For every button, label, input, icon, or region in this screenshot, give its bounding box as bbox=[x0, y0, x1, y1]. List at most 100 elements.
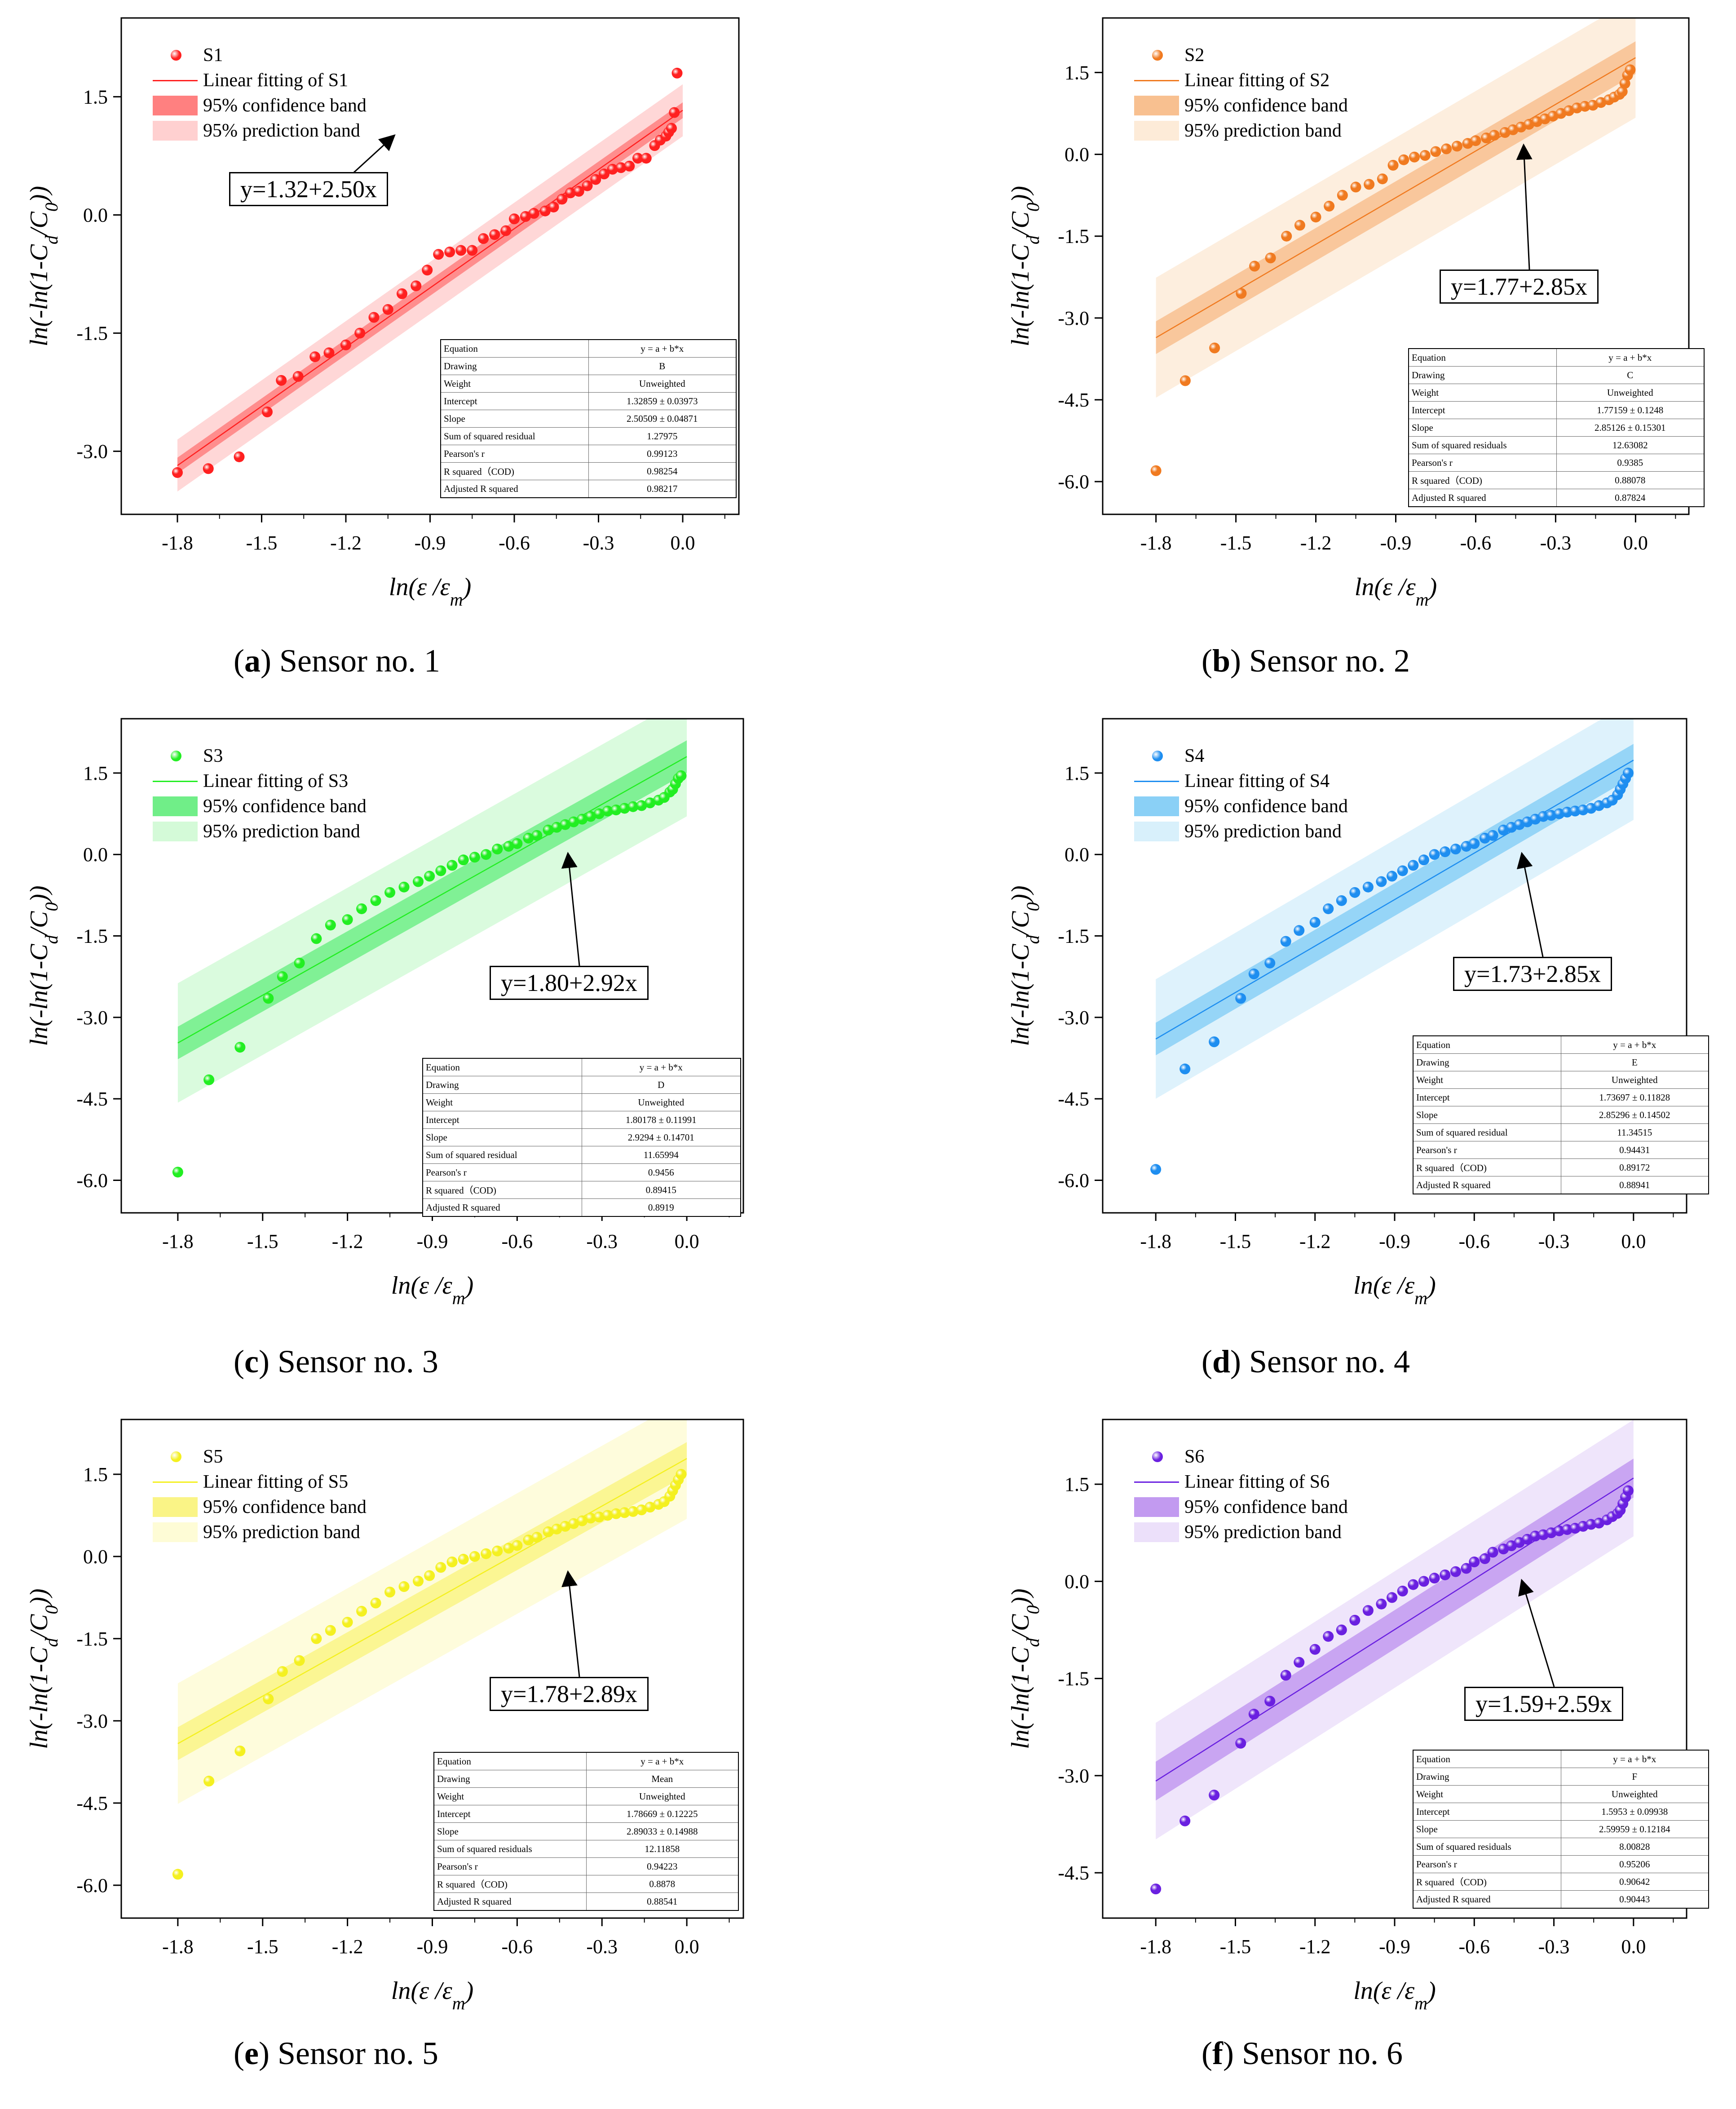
data-point bbox=[234, 1042, 246, 1053]
data-point bbox=[354, 327, 366, 339]
x-tick-label: -0.6 bbox=[1460, 532, 1492, 554]
data-point bbox=[560, 819, 571, 830]
data-point bbox=[492, 844, 503, 855]
stat-value: F bbox=[1560, 1768, 1709, 1786]
data-point bbox=[1397, 1586, 1408, 1597]
data-point bbox=[172, 1869, 183, 1880]
legend-symbol bbox=[153, 93, 198, 118]
x-tick-label: -0.3 bbox=[583, 532, 614, 554]
stat-value: 0.9385 bbox=[1556, 454, 1705, 472]
legend-label: 95% prediction band bbox=[1184, 1522, 1342, 1543]
data-point bbox=[593, 1512, 605, 1523]
stat-value: 0.88941 bbox=[1560, 1176, 1709, 1194]
stat-name: Drawing bbox=[440, 357, 589, 375]
x-axis-title: ln(ε /εm) bbox=[1355, 573, 1437, 610]
fit-line bbox=[177, 756, 687, 1043]
y-tick-label: -1.5 bbox=[1058, 1668, 1089, 1690]
equation-label: y=1.59+2.59x bbox=[1464, 1687, 1623, 1721]
legend-symbol bbox=[1134, 1444, 1179, 1469]
data-point bbox=[503, 1543, 514, 1554]
chart-panel-c: -1.8 -1.5 -1.2 -0.9 -0.6 -0.3 0.0 -6.0 -4.5 -3.0 -… bbox=[0, 701, 853, 1402]
stat-value: 0.88541 bbox=[586, 1892, 739, 1911]
data-point bbox=[585, 811, 596, 822]
table-row: Sum of squared residuals 8.00828 bbox=[1413, 1838, 1709, 1856]
data-point bbox=[615, 162, 627, 173]
table-row: Drawing B bbox=[440, 357, 737, 375]
caption-text: Sensor no. 6 bbox=[1241, 2035, 1403, 2071]
table-row: Intercept 1.5953 ± 0.09938 bbox=[1413, 1803, 1709, 1821]
legend-symbol bbox=[1134, 118, 1179, 143]
data-point bbox=[370, 1597, 381, 1609]
x-tick-label: -1.2 bbox=[332, 1936, 363, 1958]
stat-name: Weight bbox=[433, 1787, 587, 1805]
legend-label: Linear fitting of S2 bbox=[1184, 70, 1330, 91]
legend-label: 95% prediction band bbox=[1184, 821, 1342, 842]
table-row: Sum of squared residual 11.34515 bbox=[1413, 1123, 1709, 1141]
fit-line bbox=[177, 1458, 687, 1744]
stat-name: Weight bbox=[1408, 384, 1557, 402]
data-point bbox=[585, 1512, 596, 1524]
data-point bbox=[481, 1548, 492, 1559]
data-point bbox=[172, 467, 183, 478]
equation-label: y=1.78+2.89x bbox=[490, 1677, 649, 1711]
fit-line bbox=[1156, 57, 1636, 338]
legend-label: Linear fitting of S5 bbox=[203, 1472, 349, 1492]
data-point bbox=[1387, 1592, 1398, 1603]
legend-symbol bbox=[153, 819, 198, 844]
stat-value: y = a + b*x bbox=[586, 1752, 739, 1770]
stat-value: 0.8919 bbox=[581, 1198, 741, 1217]
data-point bbox=[309, 351, 321, 363]
data-point bbox=[1440, 1569, 1451, 1580]
stat-value: 0.87824 bbox=[1556, 489, 1705, 507]
data-point bbox=[1309, 917, 1321, 928]
stat-value: 0.95206 bbox=[1560, 1855, 1709, 1873]
x-tick-label: 0.0 bbox=[675, 1936, 699, 1958]
stat-name: Pearson's r bbox=[1413, 1141, 1561, 1159]
stat-name: Sum of squared residual bbox=[1413, 1123, 1561, 1141]
data-point bbox=[263, 1693, 274, 1705]
data-point bbox=[446, 860, 458, 871]
chart-svg: -1.8 -1.5 -1.2 -0.9 -0.6 -0.3 0.0 -6.0 -4.5 -3.0 -… bbox=[1007, 17, 1690, 610]
data-point bbox=[478, 233, 489, 244]
data-point bbox=[548, 201, 559, 212]
x-axis-title: ln(ε /εm) bbox=[1353, 1272, 1436, 1308]
stat-value: E bbox=[1560, 1053, 1709, 1071]
data-point bbox=[520, 211, 531, 222]
legend-symbol bbox=[1134, 43, 1179, 68]
table-row: Equation y = a + b*x bbox=[1413, 1750, 1709, 1768]
table-row: Pearson's r 0.95206 bbox=[1413, 1855, 1709, 1873]
data-point bbox=[619, 1507, 630, 1518]
x-tick-label: -0.6 bbox=[499, 532, 530, 554]
data-point bbox=[636, 1504, 647, 1516]
data-point bbox=[492, 1545, 503, 1556]
y-axis-title: ln(-ln(1-Cd/C0)) bbox=[25, 1588, 62, 1749]
data-point bbox=[503, 841, 514, 852]
x-tick-label: -1.2 bbox=[332, 1230, 363, 1252]
y-tick-label: 1.5 bbox=[83, 86, 108, 108]
y-tick-label: -3.0 bbox=[76, 441, 108, 463]
x-tick-label: -1.8 bbox=[162, 1936, 194, 1958]
stat-value: Unweighted bbox=[1560, 1785, 1709, 1803]
data-point bbox=[1418, 1576, 1429, 1587]
legend-label: Linear fitting of S4 bbox=[1184, 771, 1330, 791]
legend-symbol bbox=[1134, 68, 1179, 93]
data-point bbox=[1450, 844, 1461, 855]
y-tick-label: 0.0 bbox=[83, 844, 108, 866]
data-point bbox=[384, 887, 396, 898]
data-point bbox=[1617, 86, 1628, 97]
table-row: Drawing E bbox=[1413, 1053, 1709, 1071]
data-point bbox=[1469, 838, 1480, 849]
stat-name: Slope bbox=[422, 1128, 582, 1146]
stat-name: Adjusted R squared bbox=[440, 480, 589, 498]
data-point bbox=[311, 933, 322, 944]
data-point bbox=[277, 971, 288, 982]
caption-letter: f bbox=[1212, 2035, 1223, 2071]
x-tick-label: -1.2 bbox=[330, 532, 362, 554]
legend-label: 95% confidence band bbox=[203, 95, 367, 116]
panel-caption: (e) Sensor no. 5 bbox=[234, 2035, 438, 2071]
data-point bbox=[1623, 767, 1634, 778]
legend-label: S6 bbox=[1184, 1446, 1205, 1467]
fit-line bbox=[1155, 760, 1634, 1040]
data-point bbox=[1362, 1605, 1374, 1616]
data-point bbox=[1264, 1696, 1276, 1707]
